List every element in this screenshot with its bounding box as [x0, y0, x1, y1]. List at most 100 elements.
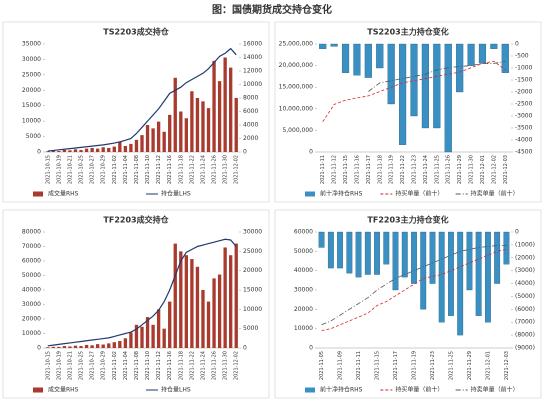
- y-tick-label: 5000: [26, 133, 41, 140]
- y2-tick-label: -3500: [515, 125, 533, 132]
- bar: [201, 290, 205, 348]
- line: [47, 47, 237, 152]
- x-tick-label: 2021-11-12: [156, 155, 162, 184]
- bar: [234, 243, 238, 348]
- y-tick-label: 30000: [22, 301, 41, 308]
- bar: [330, 43, 338, 47]
- y-tick-label: 15,000,000: [279, 84, 314, 91]
- x-tick-label: 2021-11-11: [320, 155, 326, 184]
- x-tick-label: 2021-11-15: [343, 155, 349, 184]
- chart-panel: TS2203主力持仓变化 0 5,000,000 10,000,000 15,000,0…: [274, 21, 542, 203]
- bar: [84, 148, 89, 152]
- bar: [364, 43, 372, 78]
- y2-tick-label: 0: [515, 41, 519, 48]
- x-tick-label: 2021-11-10: [145, 351, 151, 380]
- bar: [399, 43, 407, 145]
- y-tick-label: 70000: [22, 243, 41, 250]
- y-tick-label: 0: [37, 345, 41, 352]
- x-tick-label: 2021-11-26: [212, 351, 218, 380]
- y-tick-label: 40000: [22, 287, 41, 294]
- y2-tick-label: (9000): [515, 345, 535, 352]
- y2-tick-label: 2000: [243, 135, 258, 142]
- x-tick-label: 2021-11-30: [223, 155, 229, 184]
- y2-tick-label: -1500: [515, 77, 533, 84]
- y2-tick-label: (5000): [515, 293, 535, 300]
- bar: [68, 346, 72, 348]
- x-tick-label: 2021-11-04: [123, 351, 129, 380]
- bar: [448, 231, 454, 316]
- x-tick-label: 2021-11-25: [448, 351, 454, 380]
- bar: [318, 231, 325, 248]
- y2-tick-label: (8000): [515, 332, 535, 339]
- y2-tick-label: 4000: [243, 122, 258, 129]
- y-tick-label: 30000: [294, 287, 313, 294]
- bar: [484, 231, 491, 323]
- x-tick-label: 2021-11-26: [212, 155, 218, 184]
- x-tick-label: 2021-11-17: [393, 351, 399, 380]
- bar: [46, 151, 50, 152]
- bar: [168, 114, 172, 152]
- bar: [475, 231, 482, 316]
- bar: [201, 101, 205, 152]
- bar: [57, 150, 61, 152]
- chart-panel: TS2203成交持仓050001000015000200002500030000…: [2, 21, 270, 203]
- x-tick-label: 2021-11-05: [319, 351, 325, 380]
- x-tick-label: 2021-11-11: [356, 351, 362, 380]
- y2-tick-label: 16000: [243, 41, 262, 48]
- bar: [457, 231, 464, 336]
- y2-tick-label: 25000: [243, 248, 262, 255]
- y2-tick-label: -3000: [515, 113, 533, 120]
- chart-panel: TF2203主力持仓变化 0 10000 20000 30000 40000 50000 60…: [274, 209, 542, 399]
- x-tick-label: 2021-11-30: [223, 351, 229, 380]
- bar: [68, 150, 72, 152]
- y2-tick-label: -500: [515, 53, 529, 60]
- bar: [101, 344, 105, 348]
- y2-tick-label: 15000: [243, 287, 262, 294]
- x-tick-label: 2021-12-02: [234, 351, 240, 380]
- bar: [411, 231, 417, 284]
- bar: [327, 231, 334, 269]
- x-tick-label: 2021-11-22: [400, 155, 406, 184]
- bar: [217, 81, 222, 152]
- y2-tick-label: 10000: [243, 81, 262, 88]
- y2-tick-label: 0: [243, 345, 247, 352]
- bar: [206, 108, 211, 152]
- bar: [140, 326, 144, 348]
- y2-tick-label: (1000): [515, 241, 535, 248]
- bar: [112, 146, 116, 152]
- y2-tick-label: 6000: [243, 108, 258, 115]
- bar: [355, 231, 362, 278]
- x-tick-label: 2021-11-18: [178, 351, 184, 380]
- bar: [151, 324, 155, 348]
- chart-title: TS2203主力持仓变化: [367, 27, 448, 37]
- legend-swatch: [33, 387, 43, 393]
- x-tick-label: 2021-11-18: [178, 155, 184, 184]
- bar: [134, 139, 139, 152]
- bar: [162, 131, 166, 152]
- bar: [101, 147, 105, 152]
- y2-tick-label: -1000: [515, 65, 533, 72]
- y-tick-label: 50000: [22, 272, 41, 279]
- bar: [466, 231, 473, 291]
- legend-label: 成交量RHS: [48, 190, 79, 198]
- bar: [145, 125, 150, 152]
- bar: [179, 111, 183, 152]
- bar: [90, 345, 94, 348]
- x-tick-label: 2021-12-01: [480, 155, 486, 184]
- x-tick-label: 2021-10-19: [56, 155, 62, 184]
- bar: [195, 98, 200, 152]
- bar: [229, 255, 233, 348]
- bar: [162, 328, 166, 348]
- y-tick-label: 20,000,000: [279, 62, 314, 69]
- bar: [173, 77, 177, 152]
- y2-tick-label: (2000): [515, 254, 535, 261]
- chart-title: TF2203成交持仓: [103, 215, 169, 225]
- bar: [438, 231, 445, 323]
- bar: [79, 149, 83, 152]
- y-tick-label: 0: [37, 149, 41, 156]
- y-tick-label: 10,000,000: [279, 105, 314, 112]
- bar: [129, 332, 133, 348]
- y-tick-label: 10000: [294, 325, 313, 332]
- y2-tick-label: -4500: [515, 149, 533, 156]
